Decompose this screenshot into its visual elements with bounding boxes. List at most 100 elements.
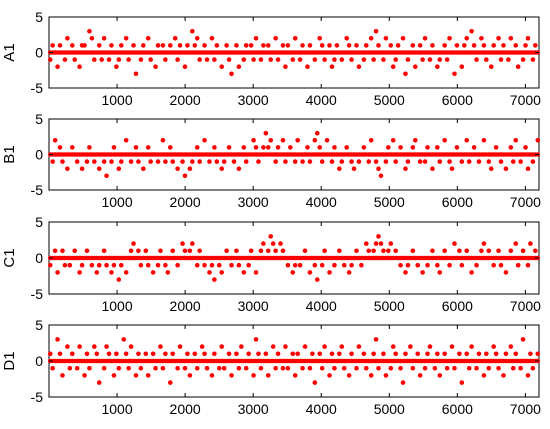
data-point bbox=[194, 365, 200, 371]
x-tick-label: 4000 bbox=[306, 92, 337, 108]
data-point bbox=[344, 145, 349, 150]
data-point bbox=[155, 262, 161, 268]
data-point bbox=[114, 351, 119, 357]
data-point bbox=[523, 43, 528, 48]
x-tick-label: 3000 bbox=[238, 298, 269, 314]
data-point bbox=[510, 365, 516, 371]
data-point bbox=[207, 159, 212, 164]
data-point bbox=[278, 241, 283, 246]
data-point bbox=[520, 337, 526, 342]
data-point bbox=[194, 262, 200, 268]
data-point bbox=[283, 64, 288, 69]
data-point bbox=[187, 248, 193, 254]
data-point bbox=[474, 262, 479, 268]
data-point bbox=[216, 365, 222, 371]
data-point bbox=[141, 43, 146, 48]
data-point bbox=[241, 270, 247, 275]
data-point bbox=[368, 36, 374, 41]
data-point bbox=[376, 234, 381, 239]
data-point bbox=[515, 262, 521, 268]
data-point bbox=[373, 28, 379, 34]
data-point bbox=[226, 57, 232, 62]
data-point bbox=[138, 57, 144, 62]
data-point bbox=[261, 241, 266, 246]
data-point bbox=[273, 36, 278, 41]
data-point bbox=[187, 373, 193, 378]
data-point bbox=[307, 43, 313, 48]
data-point bbox=[246, 351, 251, 357]
data-point bbox=[96, 166, 102, 171]
data-point bbox=[493, 145, 499, 150]
data-point bbox=[479, 248, 484, 254]
data-point bbox=[435, 262, 440, 268]
data-point bbox=[388, 241, 394, 246]
x-tick-label: 2000 bbox=[170, 92, 201, 108]
data-point bbox=[118, 159, 124, 164]
data-point bbox=[317, 36, 323, 41]
data-point bbox=[459, 64, 465, 69]
data-point bbox=[466, 365, 472, 371]
data-point bbox=[510, 159, 516, 164]
data-point bbox=[92, 344, 97, 349]
data-point bbox=[150, 270, 156, 275]
data-point bbox=[383, 36, 389, 41]
subplot-d1: 1000 2000 3000 4000 5000 6000 7000 -5 0 5 D1 bbox=[1, 317, 541, 417]
data-point bbox=[488, 166, 494, 171]
data-point bbox=[386, 145, 391, 150]
data-point bbox=[239, 344, 244, 349]
x-tick-label: 7000 bbox=[510, 92, 541, 108]
data-point bbox=[270, 344, 276, 349]
data-point bbox=[285, 365, 291, 371]
data-point bbox=[212, 57, 217, 62]
x-tick-label: 2000 bbox=[170, 298, 201, 314]
data-point bbox=[72, 57, 78, 62]
data-point bbox=[319, 159, 325, 164]
data-point bbox=[332, 145, 337, 150]
x-tick-label: 7000 bbox=[510, 401, 541, 417]
data-point bbox=[525, 36, 531, 41]
data-point bbox=[422, 365, 428, 371]
data-point bbox=[410, 365, 416, 371]
data-point bbox=[87, 365, 92, 371]
data-point bbox=[366, 159, 372, 164]
data-point bbox=[361, 145, 367, 150]
data-point bbox=[62, 262, 68, 268]
data-point bbox=[126, 365, 131, 371]
data-point bbox=[202, 138, 207, 143]
data-point bbox=[464, 138, 470, 143]
data-point bbox=[322, 57, 327, 62]
data-point bbox=[114, 64, 119, 69]
data-point bbox=[422, 159, 428, 164]
x-tick-label: 1000 bbox=[101, 298, 132, 314]
y-tick-label: 5 bbox=[35, 214, 43, 230]
data-point bbox=[84, 248, 90, 254]
data-point bbox=[219, 166, 225, 171]
data-point bbox=[87, 28, 92, 34]
data-point bbox=[520, 248, 526, 254]
data-point bbox=[442, 351, 447, 357]
data-point bbox=[65, 344, 70, 349]
data-point bbox=[317, 351, 323, 357]
data-point bbox=[160, 43, 166, 48]
data-point bbox=[496, 248, 501, 254]
data-point bbox=[351, 166, 357, 171]
data-point bbox=[116, 166, 122, 171]
data-point bbox=[261, 43, 266, 48]
data-point bbox=[109, 270, 114, 275]
data-point bbox=[123, 138, 129, 143]
data-point bbox=[471, 145, 477, 150]
data-point bbox=[430, 43, 435, 48]
data-point bbox=[84, 159, 90, 164]
data-point bbox=[92, 159, 97, 164]
data-point bbox=[354, 248, 359, 254]
subplot-a1: 1000 2000 3000 4000 5000 6000 7000 -5 0 5 A1 bbox=[1, 9, 541, 108]
data-point bbox=[175, 166, 180, 171]
data-point bbox=[359, 262, 364, 268]
data-point bbox=[349, 57, 354, 62]
data-point bbox=[368, 373, 374, 378]
x-tick-label: 1000 bbox=[101, 401, 132, 417]
data-point bbox=[371, 351, 376, 357]
x-tick-label: 5000 bbox=[374, 401, 405, 417]
data-point bbox=[106, 57, 112, 62]
x-tick-label: 2000 bbox=[170, 194, 201, 210]
